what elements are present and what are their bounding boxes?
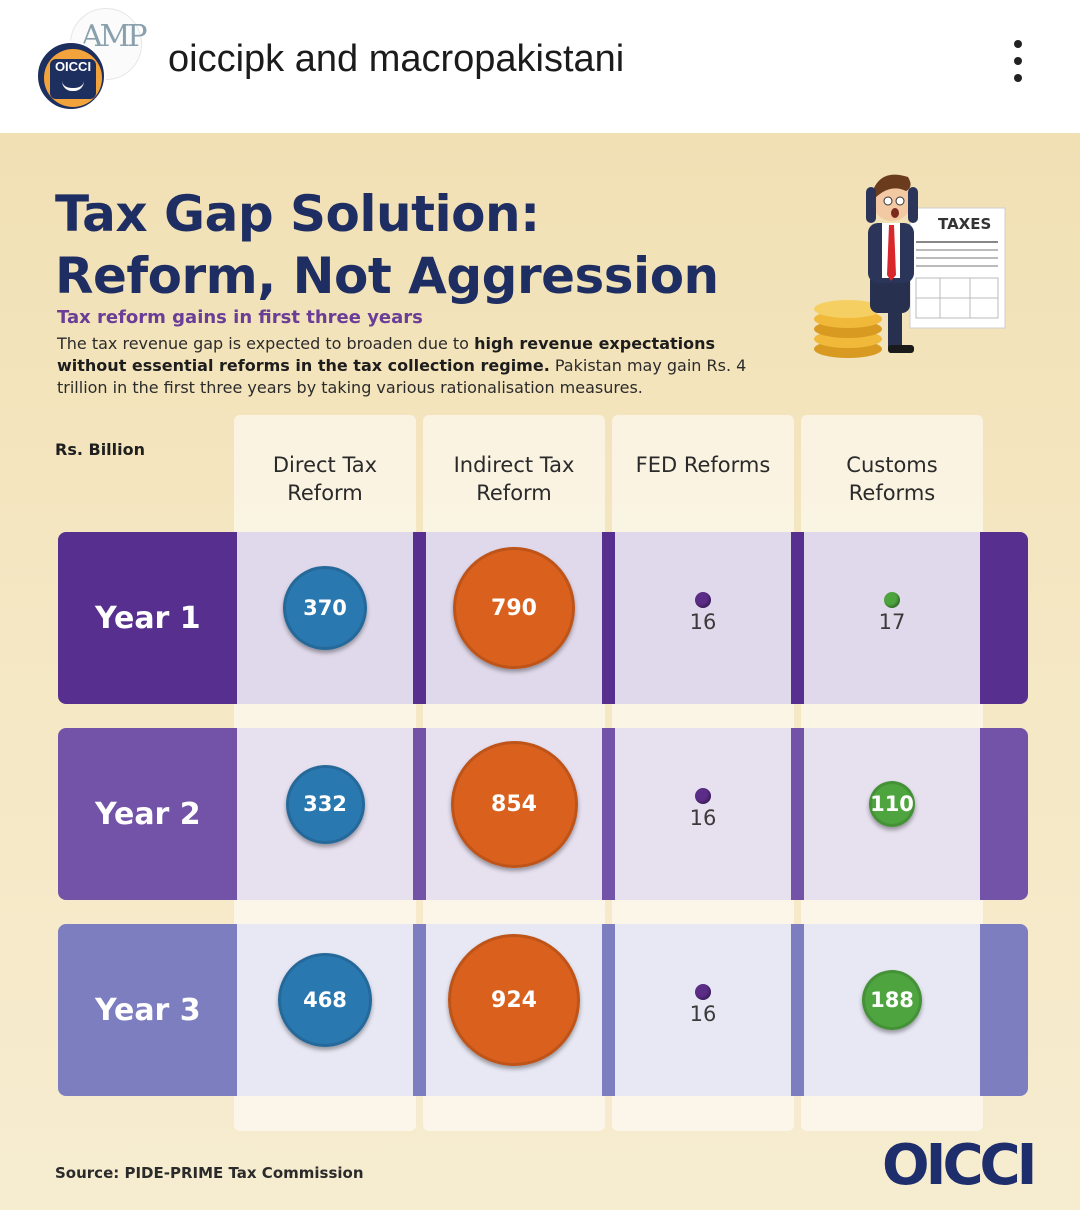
row-label-year-2: Year 2 [95, 796, 201, 832]
infographic-image[interactable]: Tax Gap Solution: Reform, Not Aggression… [0, 133, 1080, 1210]
taxes-sign-text: TAXES [938, 215, 991, 233]
account-avatars[interactable]: AMP OICCI [30, 8, 148, 120]
username-joiner: and [294, 38, 359, 80]
value-bubble-direct-tax-reform: 370 [283, 566, 367, 650]
more-options-button[interactable] [1000, 36, 1036, 86]
oicci-logo: OICCI [882, 1133, 1037, 1198]
value-label-customs-reforms: 17 [878, 610, 906, 634]
column-header-direct-tax-reform: Direct Tax Reform [272, 453, 378, 505]
table-cell [615, 924, 791, 1096]
value-bubble-indirect-tax-reform: 854 [450, 740, 578, 868]
value-label-fed-reforms: 16 [689, 806, 717, 830]
column-header-fed-reforms: FED Reforms [635, 453, 771, 477]
column-header-customs-reforms: Customs Reforms [846, 453, 938, 505]
column-header-indirect-tax-reform: Indirect Tax Reform [453, 453, 575, 505]
avatar-oiccipk[interactable]: OICCI [36, 41, 106, 111]
source-note: Source: PIDE-PRIME Tax Commission [55, 1164, 364, 1182]
value-bubble-direct-tax-reform: 468 [278, 953, 372, 1047]
value-bubble-customs-reforms: 110 [869, 781, 915, 827]
more-dot-icon [1014, 74, 1022, 82]
infographic-subtitle: Tax reform gains in first three years [57, 307, 423, 328]
value-dot-fed-reforms [695, 984, 711, 1000]
units-label: Rs. Billion [55, 440, 146, 459]
infographic-description: The tax revenue gap is expected to broad… [57, 334, 747, 397]
value-dot-customs-reforms [884, 592, 900, 608]
post-usernames: oiccipk and macropakistani [168, 38, 624, 81]
avatar-oicci-logo-text: OICCI [54, 59, 92, 74]
more-dot-icon [1014, 40, 1022, 48]
value-bubble-direct-tax-reform: 332 [285, 764, 365, 844]
value-bubble-indirect-tax-reform: 924 [448, 934, 580, 1066]
post-header: AMP OICCI oiccipk and macropakistani [0, 0, 1080, 133]
table-cell [615, 728, 791, 900]
boat-icon [62, 81, 84, 91]
username-macropakistani[interactable]: macropakistani [368, 38, 625, 80]
row-label-year-1: Year 1 [95, 600, 201, 636]
more-dot-icon [1014, 57, 1022, 65]
value-label-fed-reforms: 16 [689, 1002, 717, 1026]
value-dot-fed-reforms [695, 592, 711, 608]
table-cell [804, 532, 980, 704]
value-bubble-customs-reforms: 188 [862, 970, 922, 1030]
username-oiccipk[interactable]: oiccipk [168, 38, 285, 80]
stressed-taxpayer-illustration: TAXES [814, 174, 1006, 358]
infographic-title: Tax Gap Solution: Reform, Not Aggression [55, 185, 719, 305]
value-dot-fed-reforms [695, 788, 711, 804]
value-bubble-indirect-tax-reform: 790 [453, 547, 575, 669]
row-label-year-3: Year 3 [95, 992, 201, 1028]
value-label-fed-reforms: 16 [689, 610, 717, 634]
table-cell [615, 532, 791, 704]
